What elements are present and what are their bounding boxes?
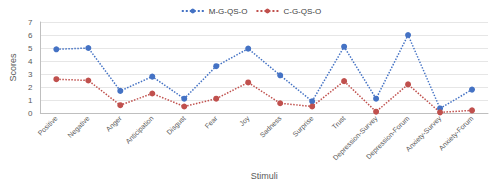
svg-text:7: 7 [28,18,33,27]
svg-text:M-G-QS-O: M-G-QS-O [209,7,248,16]
svg-text:Disgust: Disgust [165,114,187,136]
svg-text:Sadness: Sadness [258,114,283,139]
svg-text:4: 4 [28,57,33,66]
svg-text:Anticipation: Anticipation [124,114,155,145]
svg-text:Surprise: Surprise [291,114,315,138]
svg-text:Anxiety-Survey: Anxiety-Survey [404,114,443,153]
svg-text:2: 2 [28,83,33,92]
svg-text:Joy: Joy [238,114,252,128]
svg-text:Trust: Trust [331,114,347,130]
svg-text:Positive: Positive [37,114,59,136]
svg-text:Anger: Anger [105,114,124,133]
svg-text:Anxiety-Forum: Anxiety-Forum [437,114,475,152]
svg-text:Stimuli: Stimuli [251,171,278,181]
svg-text:0: 0 [28,109,33,118]
svg-text:C-G-QS-O: C-G-QS-O [283,7,321,16]
svg-text:3: 3 [28,70,33,79]
svg-text:Negative: Negative [66,114,91,139]
svg-text:Scores: Scores [8,53,18,82]
svg-text:Depression-Forum: Depression-Forum [365,114,412,161]
svg-text:Fear: Fear [204,114,220,130]
svg-text:6: 6 [28,31,33,40]
svg-text:1: 1 [28,96,33,105]
svg-text:5: 5 [28,44,33,53]
svg-text:Depression-Survey: Depression-Survey [331,114,379,162]
